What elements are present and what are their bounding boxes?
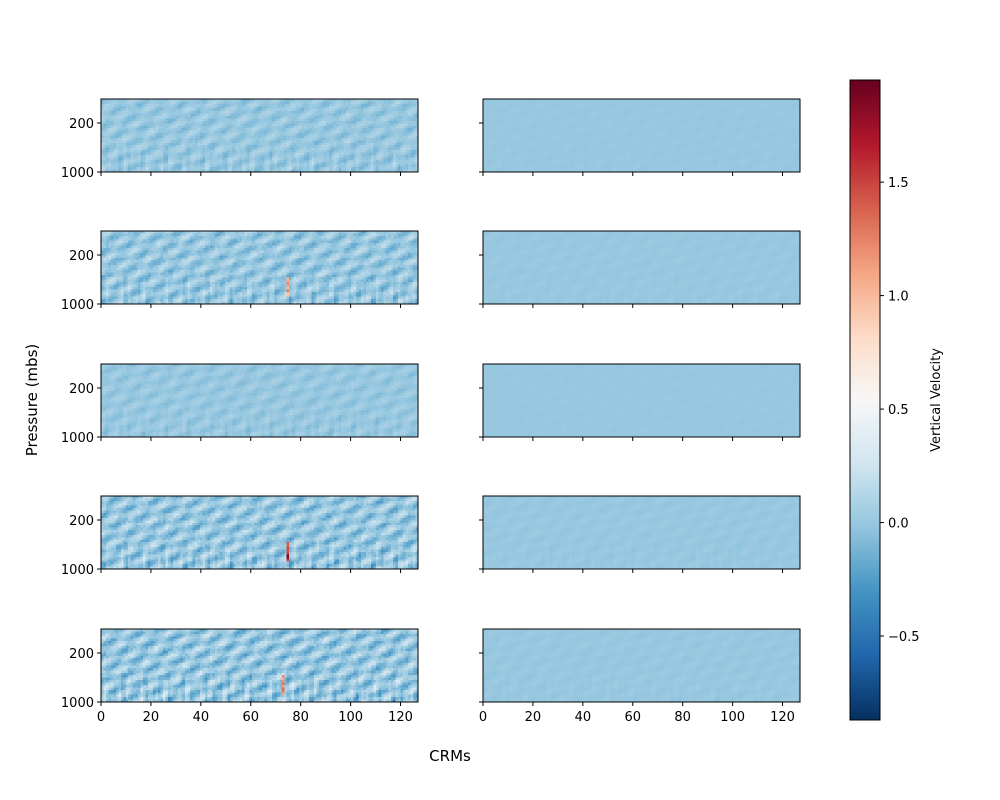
panel-r3-c0: 200 1000 [61, 495, 419, 578]
colorbar-gradient [850, 80, 880, 720]
x-tick-label: 0 [479, 710, 487, 725]
x-tick-label: 40 [575, 710, 592, 725]
colorbar-tick-label: 1.0 [888, 290, 909, 305]
panel-r3-c1 [479, 495, 801, 573]
panel-frame [100, 363, 419, 438]
panel-frame [100, 230, 419, 305]
y-tick-label: 1000 [61, 298, 94, 313]
heatmap-image [101, 629, 418, 702]
y-tick-label: 200 [69, 117, 94, 132]
heatmap-image [101, 364, 418, 437]
heatmap-image [101, 231, 418, 304]
panel-frame [100, 495, 419, 570]
heatmap-image [483, 496, 800, 569]
y-tick-label: 1000 [61, 166, 94, 181]
panel-frame [482, 495, 801, 570]
x-tick-label: 20 [143, 710, 160, 725]
heatmap-image [101, 99, 418, 172]
panel-r4-c1: 0 20 40 60 80 100 120 [479, 628, 801, 725]
panel-frame [482, 98, 801, 173]
panel-r0-c1 [479, 98, 801, 176]
y-tick-label: 200 [69, 514, 94, 529]
x-tick-label: 120 [770, 710, 795, 725]
colorbar-tick-label: 0.0 [888, 517, 909, 532]
y-axis-label: Pressure (mbs) [23, 344, 41, 456]
panel-frame [482, 230, 801, 305]
y-tick-label: 1000 [61, 563, 94, 578]
panel-r1-c0: 200 1000 [61, 230, 419, 313]
panel-frame [482, 628, 801, 703]
y-tick-label: 1000 [61, 431, 94, 446]
panel-frame [100, 98, 419, 173]
y-tick-label: 1000 [61, 696, 94, 711]
heatmap-image [483, 364, 800, 437]
colorbar: −0.5 0.0 0.5 1.0 1.5 [849, 79, 920, 721]
x-tick-label: 100 [338, 710, 363, 725]
panel-r0-c0: 200 1000 [61, 98, 419, 181]
panel-r2-c0: 200 1000 [61, 363, 419, 446]
panel-r2-c1 [479, 363, 801, 441]
x-tick-label: 40 [193, 710, 210, 725]
x-tick-label: 80 [292, 710, 309, 725]
y-tick-label: 200 [69, 382, 94, 397]
x-axis-label: CRMs [429, 747, 471, 765]
colorbar-label: Vertical Velocity [929, 348, 944, 452]
y-tick-label: 200 [69, 249, 94, 264]
panel-frame [100, 628, 419, 703]
x-tick-label: 80 [674, 710, 691, 725]
x-tick-label: 60 [624, 710, 641, 725]
heatmap-image [483, 99, 800, 172]
x-tick-label: 0 [97, 710, 105, 725]
x-tick-label: 60 [242, 710, 259, 725]
x-tick-label: 120 [388, 710, 413, 725]
heatmap-image [101, 496, 418, 569]
panel-frame [482, 363, 801, 438]
x-tick-label: 20 [525, 710, 542, 725]
colorbar-tick-label: 0.5 [888, 403, 909, 418]
panel-r1-c1 [479, 230, 801, 308]
y-tick-label: 200 [69, 647, 94, 662]
x-tick-label: 100 [720, 710, 745, 725]
colorbar-tick-label: −0.5 [888, 630, 920, 645]
heatmap-image [483, 231, 800, 304]
colorbar-frame [849, 79, 881, 721]
colorbar-tick-label: 1.5 [888, 176, 909, 191]
heatmap-image [483, 629, 800, 702]
